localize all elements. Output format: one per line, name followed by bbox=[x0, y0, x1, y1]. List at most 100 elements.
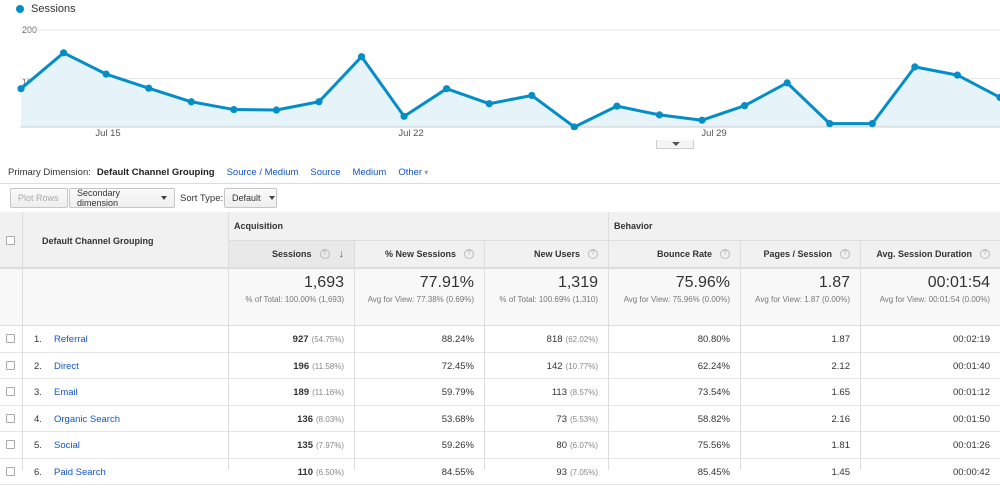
data-point-12[interactable] bbox=[528, 92, 535, 99]
total-sub: % of Total: 100.69% (1,310) bbox=[484, 295, 598, 304]
cell-sessions-value: 110 bbox=[298, 467, 313, 478]
cell-bounce-rate: 58.82% bbox=[698, 414, 730, 425]
row-number: 2. bbox=[34, 361, 42, 372]
divider bbox=[0, 183, 1000, 184]
row-channel-link[interactable]: Paid Search bbox=[54, 467, 106, 478]
cell-sessions-value: 135 bbox=[297, 440, 313, 451]
data-point-22[interactable] bbox=[954, 72, 961, 79]
data-point-5[interactable] bbox=[230, 106, 237, 113]
sessions-chart[interactable]: Sessions 200 100 Jul 15 Jul 22 Jul 29 bbox=[0, 0, 1000, 150]
sort-type-dropdown[interactable]: Default bbox=[224, 188, 277, 208]
col-bounce-rate[interactable]: Bounce Rate? bbox=[608, 241, 740, 267]
grid-line bbox=[608, 212, 609, 470]
col-new-users[interactable]: New Users? bbox=[484, 241, 608, 267]
cell-sessions: 927(54.75%) bbox=[293, 334, 344, 345]
data-point-14[interactable] bbox=[613, 103, 620, 110]
data-point-21[interactable] bbox=[911, 63, 918, 70]
data-point-18[interactable] bbox=[784, 79, 791, 86]
secondary-dimension-dropdown[interactable]: Secondary dimension bbox=[69, 188, 175, 208]
row-channel-link[interactable]: Email bbox=[54, 387, 78, 398]
data-point-15[interactable] bbox=[656, 111, 663, 118]
row-channel-link[interactable]: Direct bbox=[54, 361, 79, 372]
data-point-0[interactable] bbox=[17, 85, 24, 92]
data-point-2[interactable] bbox=[103, 71, 110, 78]
cell-avg-duration: 00:01:26 bbox=[953, 440, 990, 451]
cell-new-sessions: 53.68% bbox=[442, 414, 474, 425]
help-icon[interactable]: ? bbox=[588, 249, 598, 259]
data-point-7[interactable] bbox=[315, 98, 322, 105]
dimension-column-header: Default Channel Grouping bbox=[42, 236, 154, 246]
cell-avg-duration: 00:01:40 bbox=[953, 361, 990, 372]
cell-sessions-pct: (54.75%) bbox=[312, 335, 344, 344]
cell-sessions: 196(11.58%) bbox=[293, 361, 344, 372]
grid-line bbox=[228, 212, 229, 470]
data-point-16[interactable] bbox=[698, 117, 705, 124]
row-number: 6. bbox=[34, 467, 42, 478]
chart-resize-handle[interactable] bbox=[656, 140, 694, 149]
data-point-3[interactable] bbox=[145, 85, 152, 92]
data-point-17[interactable] bbox=[741, 102, 748, 109]
group-acquisition: Acquisition bbox=[228, 212, 283, 240]
dimension-link-medium[interactable]: Medium bbox=[353, 167, 387, 178]
row-checkbox[interactable] bbox=[6, 334, 15, 343]
row-checkbox[interactable] bbox=[6, 467, 15, 476]
chart-plot bbox=[0, 0, 1000, 130]
data-point-20[interactable] bbox=[869, 120, 876, 127]
sort-type-value: Default bbox=[232, 193, 261, 203]
col-sessions-label: Sessions bbox=[272, 249, 312, 259]
help-icon[interactable]: ? bbox=[980, 249, 990, 259]
help-icon[interactable]: ? bbox=[840, 249, 850, 259]
row-channel-link[interactable]: Organic Search bbox=[54, 414, 120, 425]
cell-pages-session: 2.16 bbox=[832, 414, 851, 425]
dimension-link-source[interactable]: Source bbox=[310, 167, 340, 178]
cell-bounce-rate: 75.56% bbox=[698, 440, 730, 451]
cell-sessions-value: 189 bbox=[293, 387, 309, 398]
total-3: 75.96%Avg for View: 75.96% (0.00%) bbox=[608, 274, 740, 304]
data-point-10[interactable] bbox=[443, 85, 450, 92]
help-icon[interactable]: ? bbox=[464, 249, 474, 259]
row-checkbox[interactable] bbox=[6, 387, 15, 396]
col-pages-session-label: Pages / Session bbox=[763, 249, 832, 259]
data-point-6[interactable] bbox=[273, 106, 280, 113]
data-point-9[interactable] bbox=[400, 113, 407, 120]
data-point-11[interactable] bbox=[486, 100, 493, 107]
select-all-checkbox[interactable] bbox=[6, 236, 15, 245]
cell-avg-duration: 00:01:50 bbox=[953, 414, 990, 425]
dimension-link-source-medium[interactable]: Source / Medium bbox=[227, 167, 299, 178]
cell-bounce-rate: 62.24% bbox=[698, 361, 730, 372]
cell-pages-session: 1.87 bbox=[832, 334, 851, 345]
cell-sessions-value: 196 bbox=[293, 361, 309, 372]
total-sub: Avg for View: 75.96% (0.00%) bbox=[608, 295, 730, 304]
row-checkbox[interactable] bbox=[6, 440, 15, 449]
plot-rows-button[interactable]: Plot Rows bbox=[10, 188, 68, 208]
help-icon[interactable]: ? bbox=[320, 249, 330, 259]
cell-new-users-pct: (62.02%) bbox=[566, 335, 598, 344]
data-point-8[interactable] bbox=[358, 53, 365, 60]
col-pages-session[interactable]: Pages / Session? bbox=[740, 241, 860, 267]
dimension-other-dropdown[interactable]: Other bbox=[398, 167, 428, 178]
cell-avg-duration: 00:00:42 bbox=[953, 467, 990, 478]
row-channel-link[interactable]: Referral bbox=[54, 334, 88, 345]
col-avg-session-duration[interactable]: Avg. Session Duration? bbox=[860, 241, 1000, 267]
cell-sessions: 136(8.03%) bbox=[297, 414, 344, 425]
total-sub: Avg for View: 77.38% (0.69%) bbox=[354, 295, 474, 304]
grid-line bbox=[860, 240, 861, 470]
cell-sessions-pct: (11.16%) bbox=[312, 388, 344, 397]
col-sessions[interactable]: Sessions?↓ bbox=[228, 241, 354, 267]
row-channel-link[interactable]: Social bbox=[54, 440, 80, 451]
row-number: 4. bbox=[34, 414, 42, 425]
total-sub: Avg for View: 00:01:54 (0.00%) bbox=[860, 295, 990, 304]
row-checkbox[interactable] bbox=[6, 414, 15, 423]
data-point-19[interactable] bbox=[826, 120, 833, 127]
col-new-sessions[interactable]: % New Sessions? bbox=[354, 241, 484, 267]
data-point-4[interactable] bbox=[188, 98, 195, 105]
data-point-1[interactable] bbox=[60, 49, 67, 56]
help-icon[interactable]: ? bbox=[720, 249, 730, 259]
cell-pages-session: 1.81 bbox=[832, 440, 851, 451]
row-checkbox[interactable] bbox=[6, 361, 15, 370]
